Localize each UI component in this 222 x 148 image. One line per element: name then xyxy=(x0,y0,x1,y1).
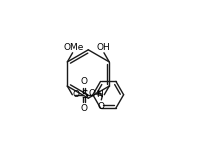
Text: N: N xyxy=(96,90,103,99)
Text: O: O xyxy=(73,90,80,99)
Text: S: S xyxy=(81,90,88,100)
Text: O: O xyxy=(89,90,96,99)
Text: OMe: OMe xyxy=(63,43,83,52)
Text: O: O xyxy=(81,77,88,86)
Text: OH: OH xyxy=(96,43,110,52)
Text: O: O xyxy=(98,102,105,111)
Text: O: O xyxy=(81,103,88,112)
